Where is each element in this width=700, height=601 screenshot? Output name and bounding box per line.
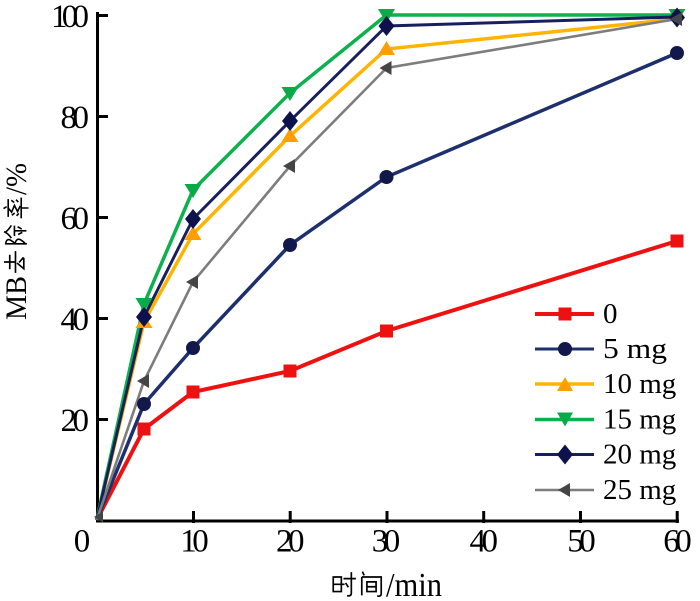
svg-text:0: 0 [74,524,91,560]
svg-text:0: 0 [603,298,618,330]
svg-text:25 mg: 25 mg [603,474,676,506]
svg-text:40: 40 [61,302,90,338]
svg-text:20: 20 [61,403,90,439]
svg-text:20: 20 [276,524,305,560]
svg-text:20 mg: 20 mg [603,439,676,471]
svg-text:30: 30 [372,524,401,560]
svg-text:5 mg: 5 mg [603,333,667,365]
svg-text:100: 100 [51,0,89,35]
svg-text:80: 80 [61,100,90,136]
svg-text:50: 50 [567,524,596,560]
svg-text:60: 60 [663,524,692,560]
svg-text:/min: /min [386,567,442,601]
svg-text:60: 60 [61,201,90,237]
svg-text:10: 10 [180,524,209,560]
svg-text:40: 40 [469,524,498,560]
svg-text:MB: MB [0,276,33,320]
svg-text:/%: /% [0,163,33,195]
svg-text:15 mg: 15 mg [603,404,676,436]
svg-text:10 mg: 10 mg [603,368,676,400]
